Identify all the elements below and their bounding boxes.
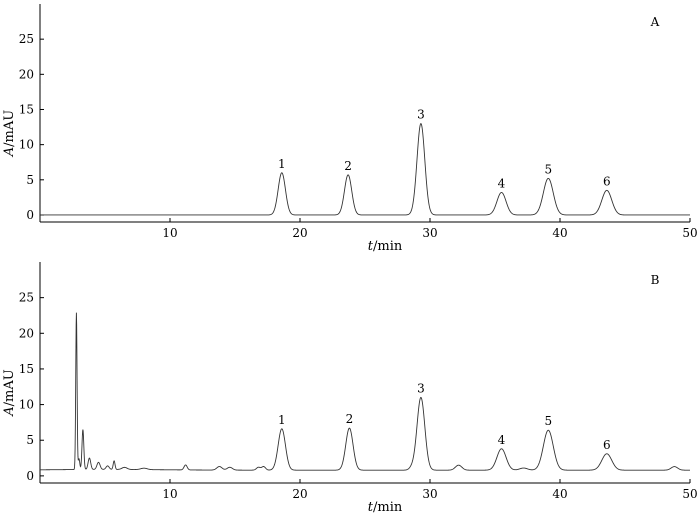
peak-label-6: 6 [603,174,611,188]
chromatogram-panel-a: 0 5 10 15 20 25 10 20 30 40 50 t/min A/mAU A 1 2 3 4 5 6 [2,4,698,254]
y-tick-label: 25 [19,32,34,46]
y-tick-label: 0 [26,208,34,222]
peak-label-5: 5 [544,162,552,176]
y-tick-label: 10 [19,398,34,412]
y-tick-label: 0 [26,469,34,483]
x-tick-label: 30 [422,226,437,240]
y-axis-label: A/mAU [2,369,17,416]
y-tick-label: 20 [19,326,34,340]
panel-label: A [650,15,660,29]
y-tick-label: 5 [26,173,34,187]
chromatogram-panel-b: 0 5 10 15 20 25 10 20 30 40 50 t/min A/mAU B 1 2 3 4 5 6 [2,262,698,515]
peak-label-2: 2 [344,159,352,173]
y-tick-label: 5 [26,433,34,447]
x-tick-label: 30 [422,487,437,501]
x-tick-label: 20 [292,487,307,501]
y-tick-label: 20 [19,67,34,81]
peak-label-1: 1 [278,413,286,427]
peak-label-6: 6 [603,438,611,452]
y-tick-label: 15 [19,362,34,376]
y-tick-label: 10 [19,138,34,152]
x-tick-label: 50 [682,487,697,501]
y-tick-label: 15 [19,102,34,116]
peak-label-4: 4 [498,176,506,190]
peak-label-2: 2 [346,412,354,426]
x-axis-label: t/min [368,239,403,254]
peak-label-1: 1 [278,157,286,171]
x-tick-label: 10 [162,487,177,501]
x-tick-label: 20 [292,226,307,240]
x-tick-label: 40 [552,487,567,501]
x-axis-label: t/min [368,500,403,515]
y-tick-label: 25 [19,291,34,305]
peak-label-5: 5 [544,414,552,428]
peak-label-4: 4 [498,433,506,447]
x-tick-label: 40 [552,226,567,240]
peak-label-3: 3 [417,381,425,395]
panel-label: B [651,273,660,287]
x-tick-label: 50 [682,226,697,240]
chromatogram-trace [40,312,690,471]
y-axis-label: A/mAU [2,110,17,157]
chromatogram-trace [40,122,690,216]
peak-label-3: 3 [417,108,425,122]
x-tick-label: 10 [162,226,177,240]
